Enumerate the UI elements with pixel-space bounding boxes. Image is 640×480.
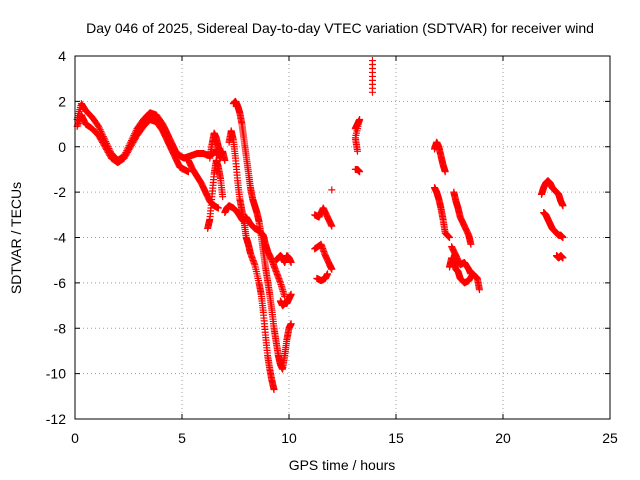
data-point <box>95 124 103 132</box>
data-point <box>467 270 475 278</box>
data-point <box>287 290 295 298</box>
data-point <box>287 320 295 328</box>
x-tick-label: 10 <box>281 430 297 446</box>
data-points <box>73 57 567 394</box>
y-tick-label: -4 <box>54 230 67 246</box>
y-tick-label: 2 <box>58 93 66 109</box>
chart-title: Day 046 of 2025, Sidereal Day-to-day VTE… <box>86 20 594 36</box>
data-point <box>328 265 336 273</box>
data-point <box>324 270 332 278</box>
y-axis-label: SDTVAR / TECUs <box>8 182 24 294</box>
data-point <box>219 193 227 201</box>
data-point <box>559 234 567 241</box>
data-point <box>221 156 229 164</box>
data-point <box>559 202 567 210</box>
data-point <box>95 122 103 130</box>
data-point <box>328 222 336 230</box>
x-tick-label: 5 <box>178 430 186 446</box>
y-tick-label: -8 <box>54 320 67 336</box>
y-tick-label: -2 <box>54 184 67 200</box>
data-point <box>270 386 278 394</box>
data-point <box>475 286 483 294</box>
data-point <box>96 126 104 134</box>
x-axis-label: GPS time / hours <box>289 457 396 473</box>
x-tick-label: 15 <box>388 430 404 446</box>
data-point <box>353 147 361 155</box>
y-tick-label: -12 <box>46 411 66 427</box>
data-point <box>287 258 295 266</box>
data-point <box>441 168 449 176</box>
x-tick-label: 25 <box>602 430 618 446</box>
data-point <box>446 234 453 241</box>
plot-frame <box>74 55 611 420</box>
x-tick-label: 0 <box>71 430 79 446</box>
data-point <box>214 204 222 212</box>
data-point <box>356 168 364 176</box>
y-tick-label: 4 <box>58 48 66 64</box>
data-point <box>328 186 336 194</box>
y-tick-label: -6 <box>54 275 67 291</box>
y-tick-label: 0 <box>58 139 66 155</box>
data-point <box>467 240 475 248</box>
grid-lines <box>75 56 610 419</box>
data-point <box>559 254 567 262</box>
x-tick-label: 20 <box>495 430 511 446</box>
data-point <box>368 88 376 96</box>
y-tick-label: -10 <box>46 366 66 382</box>
